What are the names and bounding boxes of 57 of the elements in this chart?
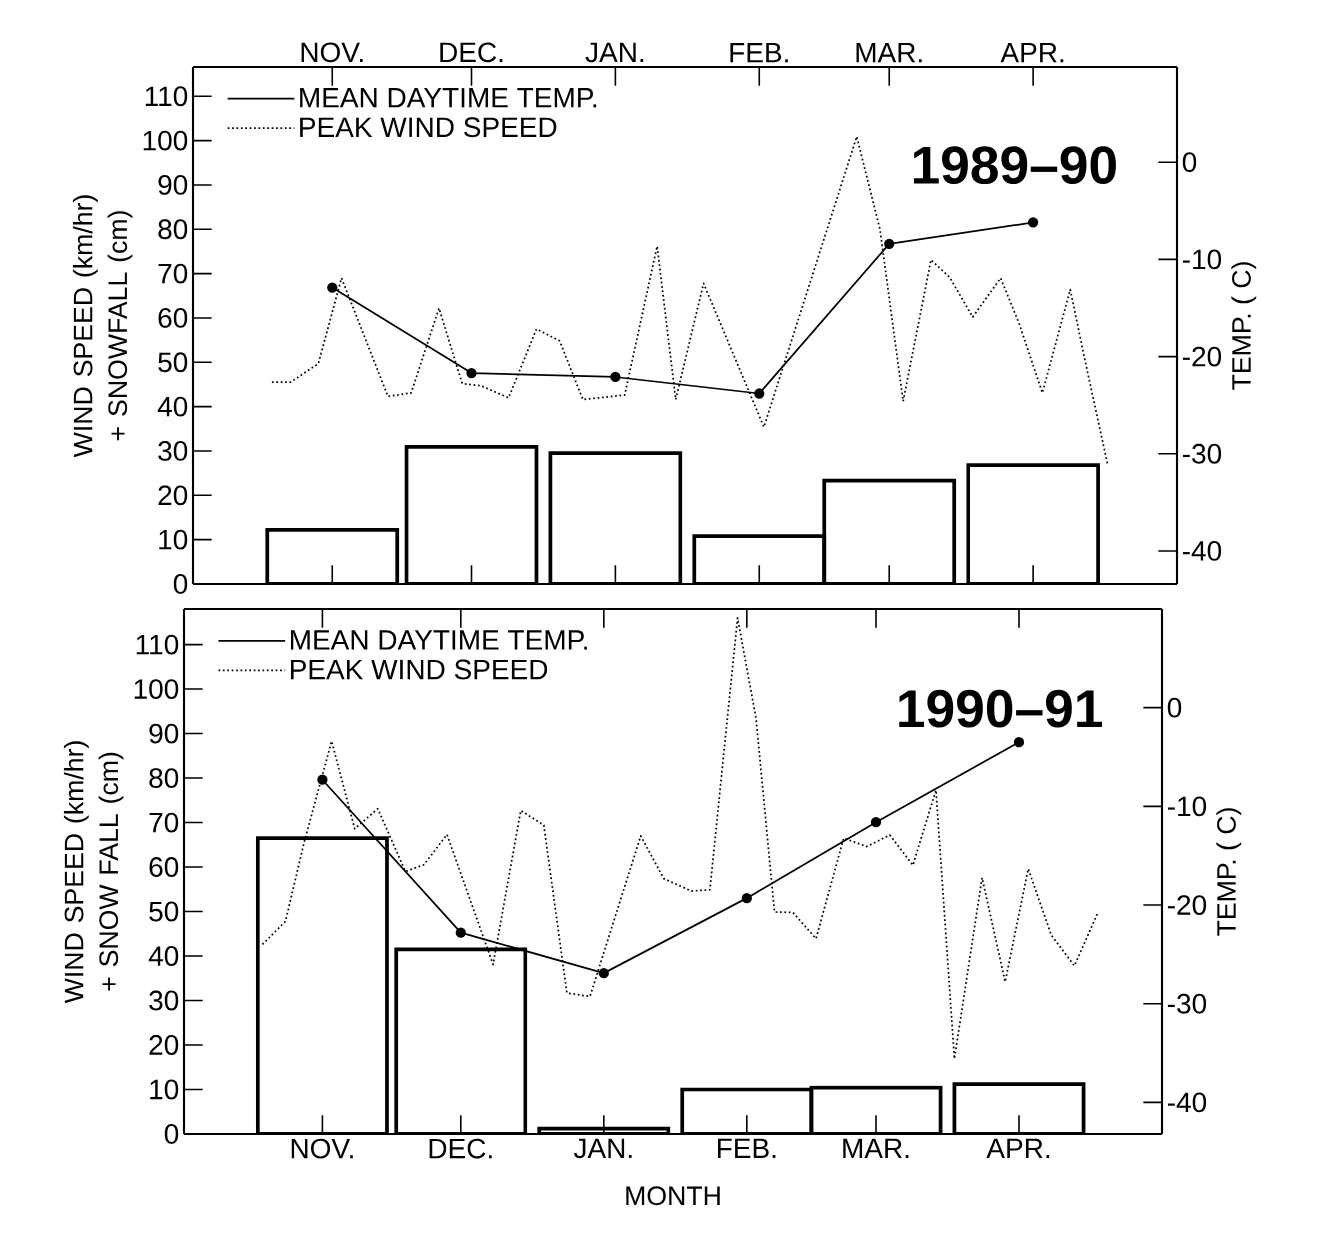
y-tick-label: 10 [159,529,188,550]
x-tick-label: FEB. [730,43,788,63]
y-tick-label: 30 [158,441,188,461]
y-tick-label: 100 [143,130,188,151]
legend-label: MEAN DAYTIME TEMP. [300,88,597,108]
y-tick-label: 20 [149,1035,179,1055]
y2-tick-label: -10 [1167,796,1207,817]
x-tick-label: NOV. [291,1138,353,1159]
x-axis-title: MONTH [626,1186,720,1206]
y-tick-label: 60 [158,308,188,328]
annotation: 1990–91 [899,689,1102,728]
x-tick-label: MAR. [856,43,922,63]
y-tick-label: 10 [150,1079,179,1100]
annotation: 1989–90 [913,146,1116,185]
x-tick-label: DEC. [440,42,503,63]
y-tick-label: 90 [149,723,179,744]
y2-tick-label: -40 [1182,541,1222,561]
y2-tick-label: 0 [1182,152,1197,173]
x-tick-label: JAN. [573,1138,632,1159]
y-axis-title: WIND SPEED (km/hr) + SNOW FALL (cm) [63,741,124,1004]
y-tick-label: 70 [149,812,179,833]
y-tick-label: 80 [149,768,179,788]
y-tick-label: 110 [145,86,188,107]
y-tick-label: 80 [158,219,188,240]
y2-tick-label: -30 [1167,993,1207,1014]
y-tick-label: 40 [157,396,188,417]
y2-tick-label: -20 [1182,346,1222,367]
y-tick-label: 60 [149,857,179,877]
y-tick-label: 30 [149,990,179,1011]
y2-tick-label: -20 [1167,895,1207,915]
y-tick-label: 90 [158,175,188,195]
legend-label: PEAK WIND SPEED [290,659,548,680]
y2-tick-label: -10 [1182,249,1222,270]
y-tick-label: 0 [173,574,188,594]
y2-tick-label: 0 [1167,697,1182,718]
x-tick-label: JAN. [585,42,644,63]
y-tick-label: 40 [148,946,179,966]
y-tick-label: 50 [158,352,188,373]
x-tick-label: FEB. [718,1138,776,1158]
y-tick-label: 0 [164,1124,179,1144]
y-tick-label: 50 [149,901,179,922]
y-tick-label: 70 [158,263,188,284]
x-tick-label: NOV. [301,42,363,63]
legend-label: PEAK WIND SPEED [300,117,557,138]
y2-axis-title: TEMP. ( C) [1231,262,1257,390]
x-tick-label: DEC. [429,1138,492,1159]
y2-tick-label: -40 [1167,1092,1207,1113]
y-tick-label: 20 [158,485,188,506]
y-axis-title: WIND SPEED (km/hr) + SNOWFALL (cm) [72,195,133,458]
y-tick-label: 110 [136,634,179,655]
y2-axis-title: TEMP. ( C) [1216,808,1242,936]
x-tick-label: MAR. [843,1138,909,1158]
legend-label: MEAN DAYTIME TEMP. [290,630,587,650]
y-tick-label: 100 [134,679,179,699]
x-tick-label: APR. [986,1138,1050,1158]
y2-tick-label: -30 [1182,443,1222,464]
x-tick-label: APR. [1000,43,1064,63]
